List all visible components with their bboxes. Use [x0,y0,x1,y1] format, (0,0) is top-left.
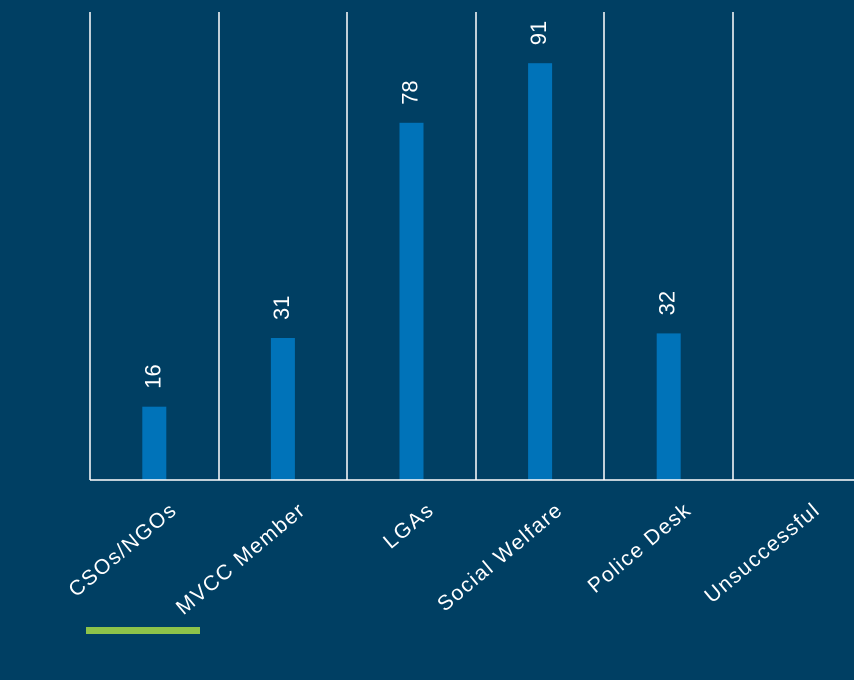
bar-series [142,63,681,481]
x-tick-label: Police Desk [584,498,696,598]
accent-underline [86,627,200,634]
data-label: 31 [269,296,294,320]
bar-csos-ngos [142,406,167,480]
x-tick-label: CSOs/NGOs [64,498,181,602]
x-tick-label: MVCC Member [172,498,310,619]
data-label: 91 [526,21,551,45]
data-label: 16 [140,364,165,388]
x-tick-label: LGAs [379,498,439,553]
bar-police-desk [656,333,681,480]
bar-social-welfare [528,63,553,480]
data-label: 78 [398,80,423,104]
data-labels: 16 31 78 91 32 [140,21,679,389]
bar-mvcc-member [270,338,295,480]
x-tick-label: Social Welfare [433,498,567,616]
x-tick-label: Unsuccessful [700,498,824,607]
bar-lgas [399,122,424,481]
category-separators [89,12,734,480]
data-label: 32 [655,291,680,315]
